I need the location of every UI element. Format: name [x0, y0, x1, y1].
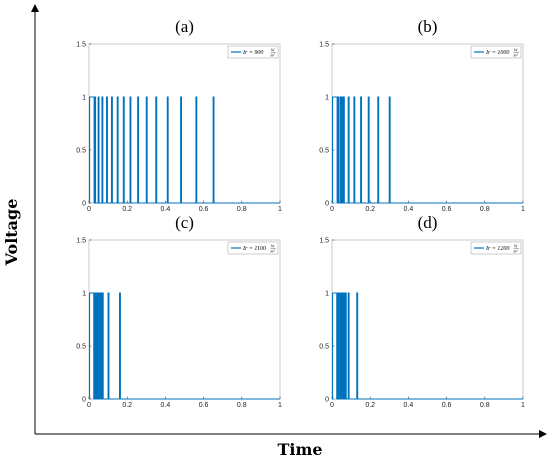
x-tick-label: 0.4 [161, 206, 171, 213]
subplot-b: (b) 0 0.2 0.4 0.6 0.8 1 0 0.5 1 1.5 Ir = 1000 Wm² [319, 17, 525, 213]
x-tick-label: 1 [521, 402, 525, 409]
outer-y-axis-title: Voltage [2, 199, 21, 267]
y-tick-label: 1 [325, 291, 329, 298]
legend-unit-numerator: W [514, 48, 518, 53]
x-tick-label: 0.2 [122, 206, 132, 213]
subplot-d: (d) 0 0.2 0.4 0.6 0.8 1 0 0.5 1 1.5 Ir = 1200 Wm² [319, 213, 525, 409]
x-tick-label: 1 [521, 206, 525, 213]
legend-label: Ir = 1000 [485, 50, 509, 56]
legend-unit-numerator: W [271, 244, 275, 249]
legend: Ir = 1200 Wm² [470, 241, 522, 255]
x-tick-label: 0 [330, 402, 334, 409]
plot-area-frame [331, 239, 524, 400]
legend-unit-denominator: m² [271, 249, 276, 254]
legend-box [470, 241, 522, 255]
subplot-a: (a) 0 0.2 0.4 0.6 0.8 1 0 0.5 1 1.5 Ir = 900 Wm² [76, 17, 282, 213]
voltage-series-line [89, 96, 280, 204]
y-tick-label: 1 [82, 291, 86, 298]
legend-label: Ir = 900 [242, 50, 263, 56]
legend-label: Ir = 1200 [485, 246, 509, 252]
y-tick-label: 1.5 [319, 238, 329, 245]
subplot-c: (c) 0 0.2 0.4 0.6 0.8 1 0 0.5 1 1.5 Ir = 1100 Wm² [76, 213, 282, 409]
legend-unit-numerator: W [271, 48, 275, 53]
panel-label: (c) [175, 213, 194, 232]
y-tick-label: 1.5 [76, 42, 86, 49]
y-tick-label: 1.5 [319, 42, 329, 49]
y-tick-label: 0 [325, 397, 329, 404]
y-tick-label: 1 [325, 95, 329, 102]
panel-label: (d) [418, 213, 438, 232]
legend-unit-denominator: m² [271, 53, 276, 58]
plot-area-frame [88, 239, 281, 400]
x-tick-label: 0 [87, 402, 91, 409]
x-tick-label: 0.2 [365, 402, 375, 409]
y-tick-label: 0.5 [319, 148, 329, 155]
x-tick-label: 0.2 [365, 206, 375, 213]
x-tick-label: 0.8 [480, 206, 490, 213]
x-tick-label: 0.8 [480, 402, 490, 409]
x-tick-label: 1 [278, 402, 282, 409]
x-tick-label: 0.8 [237, 206, 247, 213]
x-tick-label: 0.2 [122, 402, 132, 409]
x-tick-label: 0.6 [442, 206, 452, 213]
y-tick-label: 0.5 [319, 344, 329, 351]
voltage-series-line [89, 292, 280, 400]
x-tick-label: 0.6 [199, 206, 209, 213]
y-tick-label: 1.5 [76, 238, 86, 245]
outer-x-axis-title: Time [277, 440, 322, 459]
voltage-series-line [332, 96, 523, 204]
x-tick-label: 0 [330, 206, 334, 213]
panel-label: (b) [418, 17, 438, 36]
y-tick-label: 0 [325, 201, 329, 208]
legend-label: Ir = 1100 [242, 246, 266, 252]
legend-box [227, 45, 279, 59]
x-tick-label: 0.4 [404, 402, 414, 409]
y-tick-label: 0 [82, 201, 86, 208]
x-tick-label: 0.4 [404, 206, 414, 213]
x-tick-label: 0.6 [199, 402, 209, 409]
y-tick-label: 1 [82, 95, 86, 102]
y-tick-label: 0 [82, 397, 86, 404]
legend-unit-denominator: m² [514, 249, 519, 254]
legend-box [227, 241, 279, 255]
x-tick-label: 0.4 [161, 402, 171, 409]
voltage-series-line [332, 292, 523, 400]
x-tick-label: 0.6 [442, 402, 452, 409]
legend-unit-denominator: m² [514, 53, 519, 58]
x-tick-label: 1 [278, 206, 282, 213]
y-tick-label: 0.5 [76, 344, 86, 351]
legend: Ir = 1100 Wm² [227, 241, 279, 255]
x-tick-label: 0.8 [237, 402, 247, 409]
legend-box [470, 45, 522, 59]
legend-unit-numerator: W [514, 244, 518, 249]
legend: Ir = 900 Wm² [227, 45, 279, 59]
y-tick-label: 0.5 [76, 148, 86, 155]
x-tick-label: 0 [87, 206, 91, 213]
subplot-grid: (a) 0 0.2 0.4 0.6 0.8 1 0 0.5 1 1.5 Ir = 900 Wm² (b) 0… [76, 17, 525, 409]
legend: Ir = 1000 Wm² [470, 45, 522, 59]
panel-label: (a) [175, 17, 194, 36]
